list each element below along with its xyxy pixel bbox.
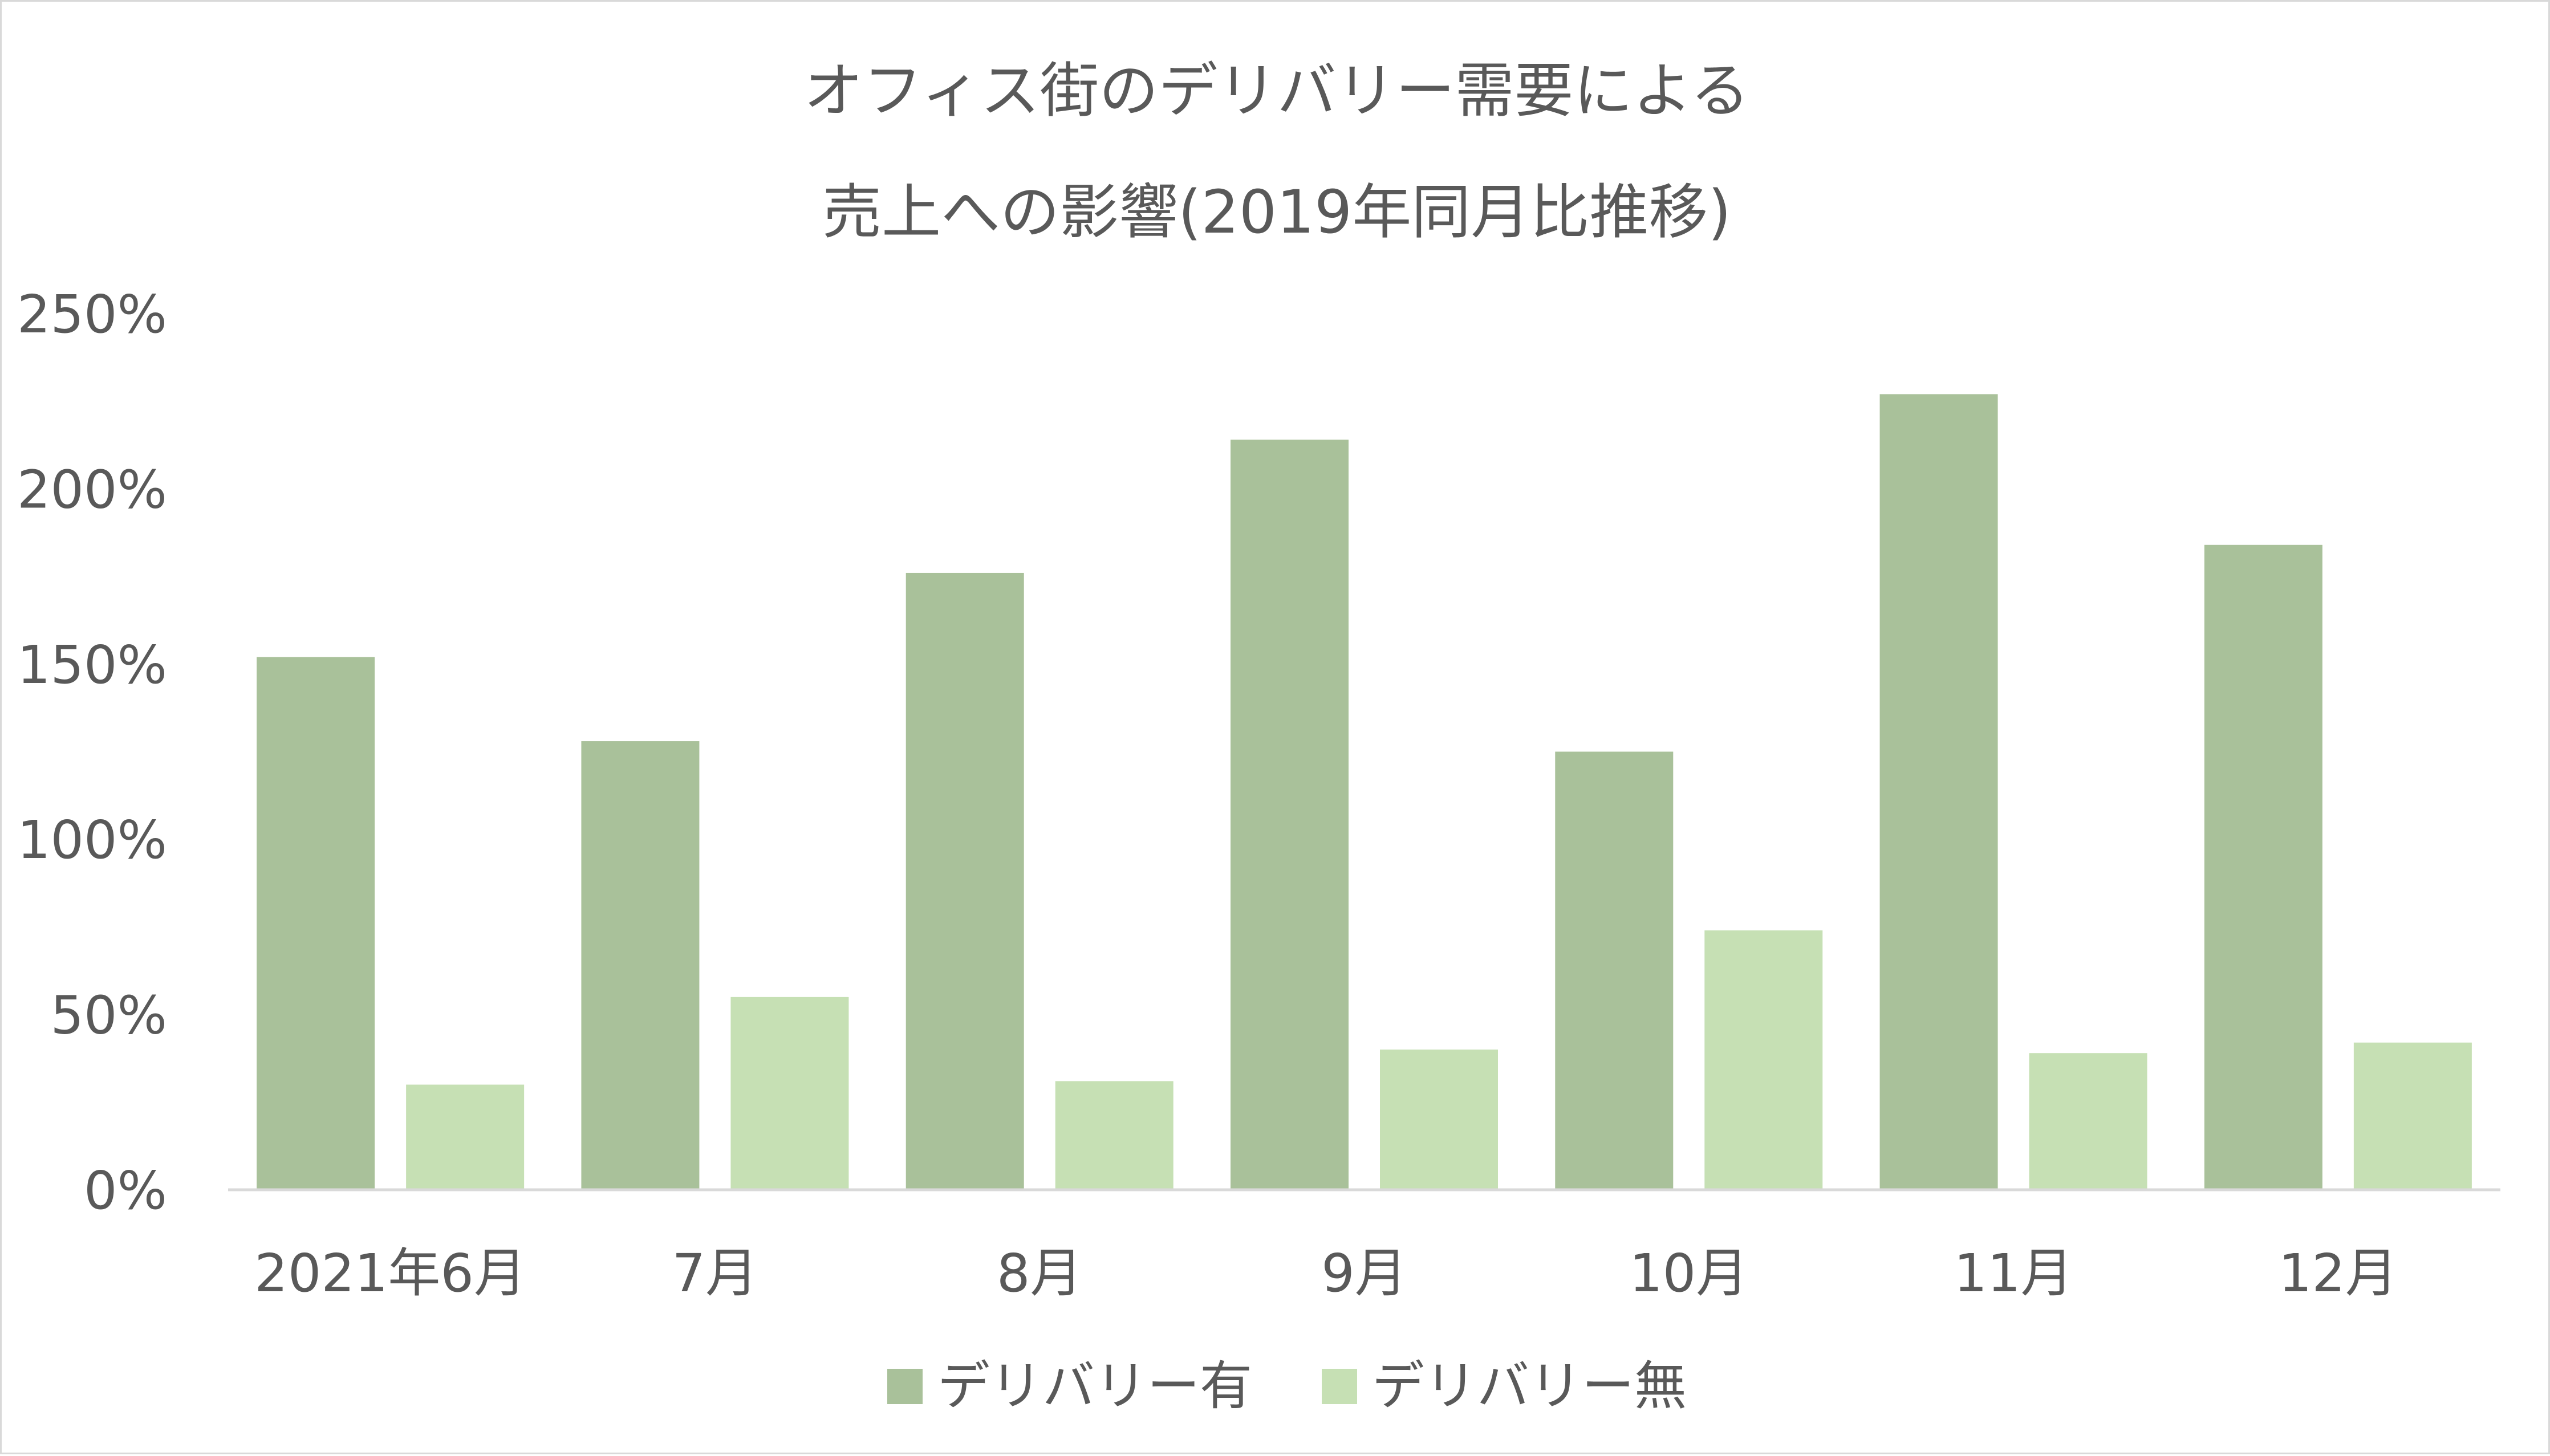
y-tick-label: 150% <box>17 635 167 696</box>
y-tick-label: 250% <box>17 284 167 345</box>
x-tick-label: 7月 <box>672 1243 758 1304</box>
x-tick-label: 9月 <box>1321 1243 1407 1304</box>
x-axis: 2021年6月 7月 8月 9月 10月 11月 12月 <box>254 1243 2398 1304</box>
chart-title-line-2: 売上への影響(2019年同月比推移) <box>822 177 1731 247</box>
chart-title: オフィス街のデリバリー需要による 売上への影響(2019年同月比推移) <box>804 56 1750 247</box>
y-tick-label: 100% <box>17 810 167 871</box>
y-tick-label: 200% <box>17 459 167 520</box>
x-tick-label: 2021年6月 <box>254 1243 526 1304</box>
x-tick-label: 12月 <box>2279 1243 2398 1304</box>
bar-with-delivery <box>581 741 700 1190</box>
bar-with-delivery <box>906 572 1024 1190</box>
bar-with-delivery <box>1555 751 1674 1190</box>
plot-area <box>257 394 2472 1190</box>
bar-without-delivery <box>1055 1081 1174 1190</box>
bar-with-delivery <box>1879 394 1998 1190</box>
bar-without-delivery <box>730 997 849 1190</box>
legend-swatch <box>887 1369 923 1404</box>
x-tick-label: 8月 <box>997 1243 1083 1304</box>
bar-with-delivery <box>1231 440 1349 1190</box>
x-tick-label: 11月 <box>1954 1243 2073 1304</box>
bar-without-delivery <box>406 1084 525 1190</box>
bar-without-delivery <box>2353 1042 2472 1190</box>
y-tick-label: 0% <box>84 1160 167 1221</box>
legend: デリバリー有 デリバリー無 <box>887 1356 1687 1417</box>
legend-label: デリバリー無 <box>1372 1356 1687 1417</box>
legend-swatch <box>1322 1369 1357 1404</box>
bar-with-delivery <box>257 657 375 1190</box>
bar-without-delivery <box>1704 930 1823 1190</box>
bar-with-delivery <box>2204 544 2322 1190</box>
y-axis: 0% 50% 100% 150% 200% 250% <box>17 284 167 1221</box>
bar-without-delivery <box>1380 1050 1498 1190</box>
y-tick-label: 50% <box>51 985 167 1046</box>
bar-without-delivery <box>2029 1053 2147 1190</box>
x-tick-label: 10月 <box>1629 1243 1748 1304</box>
legend-label: デリバリー有 <box>937 1356 1252 1417</box>
chart-title-line-1: オフィス街のデリバリー需要による <box>804 56 1750 125</box>
